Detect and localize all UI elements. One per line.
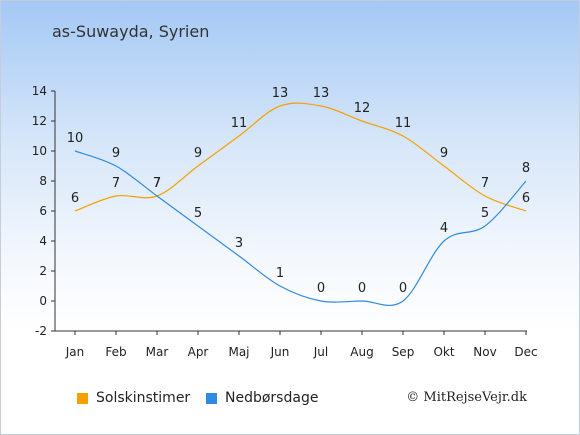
y-tick-label: 12 [32, 114, 47, 128]
data-label-sun: 9 [440, 146, 448, 161]
chart-title: as-Suwayda, Syrien [52, 22, 210, 41]
y-tick-label: 2 [39, 264, 47, 278]
data-label-sun: 6 [522, 191, 530, 206]
legend-item-sun: Solskinstimer [77, 390, 190, 406]
data-label-sun: 11 [231, 116, 248, 131]
x-tick-label: Jan [65, 345, 85, 359]
data-label-sun: 7 [112, 176, 120, 191]
x-tick-label: Apr [188, 345, 209, 359]
y-tick-label: 4 [39, 234, 47, 248]
credit-text: © MitRejseVejr.dk [406, 390, 527, 405]
data-label-rain: 0 [399, 281, 407, 296]
y-tick-label: -2 [35, 324, 47, 338]
data-label-sun: 11 [395, 116, 412, 131]
data-label-rain: 7 [153, 176, 161, 191]
data-label-rain: 0 [358, 281, 366, 296]
y-tick-label: 0 [39, 294, 47, 308]
x-tick-label: Sep [392, 345, 415, 359]
x-tick-label: Jul [313, 345, 328, 359]
y-tick-label: 8 [39, 174, 47, 188]
x-tick-label: Aug [350, 345, 373, 359]
x-tick-label: Dec [514, 345, 537, 359]
x-tick-label: Nov [473, 345, 496, 359]
y-tick-label: 6 [39, 204, 47, 218]
data-label-sun: 9 [194, 146, 202, 161]
data-label-rain: 0 [317, 281, 325, 296]
data-label-rain: 9 [112, 146, 120, 161]
data-label-rain: 5 [481, 206, 489, 221]
data-label-sun: 13 [272, 86, 289, 101]
x-tick-label: Jun [270, 345, 290, 359]
data-label-rain: 8 [522, 161, 530, 176]
legend-label-rain: Nedbørsdage [225, 390, 319, 406]
series-line-rain [74, 150, 527, 306]
data-label-sun: 6 [71, 191, 79, 206]
data-label-sun: 7 [153, 176, 161, 191]
data-label-sun: 7 [481, 176, 489, 191]
chart-lines [74, 102, 527, 306]
legend-swatch-rain [206, 392, 217, 404]
data-label-rain: 5 [194, 206, 202, 221]
legend-item-rain: Nedbørsdage [206, 390, 318, 406]
data-label-rain: 4 [440, 221, 448, 236]
y-tick-label: 14 [32, 84, 47, 98]
x-tick-label: Maj [228, 345, 249, 359]
data-label-sun: 12 [354, 101, 371, 116]
x-tick-label: Okt [433, 345, 454, 359]
y-tick-label: 10 [32, 144, 47, 158]
legend-swatch-sun [77, 392, 88, 404]
data-label-rain: 3 [235, 236, 243, 251]
x-tick-label: Mar [146, 345, 169, 359]
x-tick-label: Feb [105, 345, 126, 359]
legend-label-sun: Solskinstimer [96, 390, 191, 406]
data-label-rain: 1 [276, 266, 284, 281]
data-label-sun: 13 [313, 86, 330, 101]
data-label-rain: 10 [67, 131, 84, 146]
series-line-sun [74, 102, 527, 212]
